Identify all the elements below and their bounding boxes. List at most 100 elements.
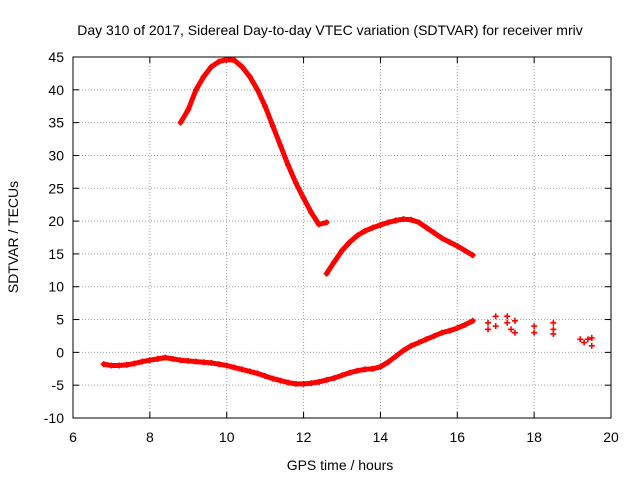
data-point xyxy=(531,329,538,336)
data-point xyxy=(292,380,299,387)
data-point xyxy=(400,216,407,223)
data-point xyxy=(315,221,322,228)
y-tick-label: 10 xyxy=(48,279,64,295)
data-point xyxy=(431,229,438,236)
data-point xyxy=(300,195,307,202)
data-point xyxy=(269,375,276,382)
data-point xyxy=(339,247,345,254)
data-point xyxy=(231,364,238,371)
data-point xyxy=(469,317,476,324)
data-point xyxy=(300,380,307,387)
data-point xyxy=(408,216,415,223)
data-point xyxy=(331,258,338,265)
y-tick-label: 25 xyxy=(48,180,64,196)
data-point xyxy=(346,369,353,376)
y-tick-label: 5 xyxy=(56,312,64,328)
data-point xyxy=(223,56,230,63)
data-point xyxy=(192,86,199,93)
data-point xyxy=(154,355,161,362)
data-point xyxy=(254,86,261,93)
data-point xyxy=(185,357,192,364)
data-point xyxy=(485,326,492,333)
data-point xyxy=(200,73,207,80)
data-point xyxy=(354,367,361,374)
data-point xyxy=(246,73,253,80)
data-point xyxy=(454,325,461,332)
data-point xyxy=(492,323,499,330)
y-tick-label: 45 xyxy=(48,49,64,65)
data-point xyxy=(200,359,207,366)
data-point xyxy=(369,224,376,231)
y-tick-label: 40 xyxy=(48,82,64,98)
data-point xyxy=(577,336,584,343)
data-point xyxy=(362,227,369,234)
data-point xyxy=(254,370,261,377)
data-point xyxy=(216,58,223,65)
y-tick-label: 35 xyxy=(48,115,64,131)
data-point xyxy=(492,313,499,320)
data-point xyxy=(123,361,130,368)
data-point xyxy=(323,376,330,383)
data-point xyxy=(146,357,153,364)
data-point xyxy=(588,334,595,341)
data-point xyxy=(446,327,453,334)
y-tick-label: -5 xyxy=(52,377,65,393)
x-tick-label: 20 xyxy=(603,429,619,445)
data-point xyxy=(446,239,453,246)
data-point xyxy=(323,270,330,277)
data-point xyxy=(131,360,138,367)
x-axis-label: GPS time / hours xyxy=(287,457,394,473)
data-point xyxy=(461,321,468,328)
data-point xyxy=(239,366,246,373)
data-point xyxy=(385,359,392,366)
data-point xyxy=(277,142,284,149)
y-tick-label: 0 xyxy=(56,344,64,360)
chart-title: Day 310 of 2017, Sidereal Day-to-day VTE… xyxy=(77,22,582,38)
y-tick-label: 30 xyxy=(48,147,64,163)
plot-frame xyxy=(72,56,612,419)
series-line-arc-mid xyxy=(324,216,476,277)
data-point xyxy=(246,368,253,375)
data-point xyxy=(346,239,353,246)
data-point xyxy=(377,363,384,370)
data-point xyxy=(177,357,184,364)
x-tick-label: 8 xyxy=(146,429,154,445)
data-point xyxy=(392,217,399,224)
y-axis-label: SDTVAR / TECUs xyxy=(5,181,21,293)
data-point xyxy=(162,354,169,361)
series-line-arc-low xyxy=(101,318,476,387)
data-point xyxy=(277,377,284,384)
x-tick-label: 10 xyxy=(219,429,235,445)
y-tick-label: 15 xyxy=(48,246,64,262)
series-line-arc-high xyxy=(178,57,330,227)
data-point xyxy=(339,372,345,379)
data-point xyxy=(208,63,215,70)
data-point xyxy=(423,224,430,231)
data-point xyxy=(354,232,361,239)
data-point xyxy=(588,342,595,349)
data-point xyxy=(581,339,588,346)
x-tick-label: 16 xyxy=(449,429,465,445)
data-point xyxy=(485,319,492,326)
data-point xyxy=(239,63,246,70)
data-point xyxy=(185,106,192,113)
data-point xyxy=(469,252,476,259)
x-tick-label: 18 xyxy=(526,429,542,445)
data-point xyxy=(431,332,438,339)
data-point xyxy=(454,243,461,250)
y-tick-label: 20 xyxy=(48,213,64,229)
data-point xyxy=(216,361,223,368)
data-point xyxy=(285,162,292,169)
data-point xyxy=(285,379,292,386)
data-point xyxy=(504,313,511,320)
data-point xyxy=(308,380,315,387)
data-point xyxy=(461,247,468,254)
data-point xyxy=(511,329,518,336)
data-point xyxy=(177,119,184,126)
data-point xyxy=(408,342,415,349)
data-point xyxy=(511,317,518,324)
data-point xyxy=(438,235,445,242)
data-point xyxy=(139,358,146,365)
y-tick-label: -10 xyxy=(44,410,64,426)
data-point xyxy=(323,219,330,226)
